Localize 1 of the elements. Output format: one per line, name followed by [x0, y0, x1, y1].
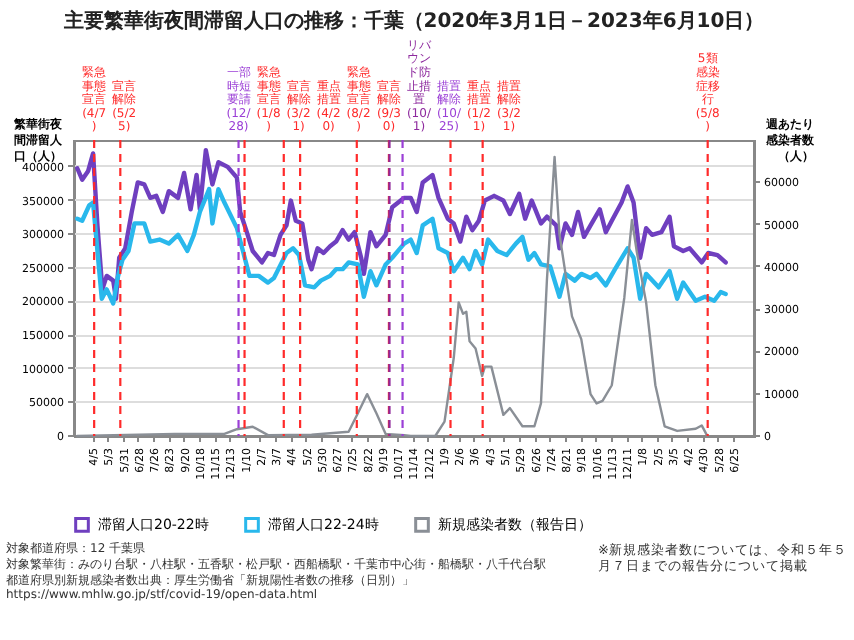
chart-title: 主要繁華街夜間滞留人口の推移：千葉（2020年3月1日－2023年6月10日）: [61, 8, 765, 33]
